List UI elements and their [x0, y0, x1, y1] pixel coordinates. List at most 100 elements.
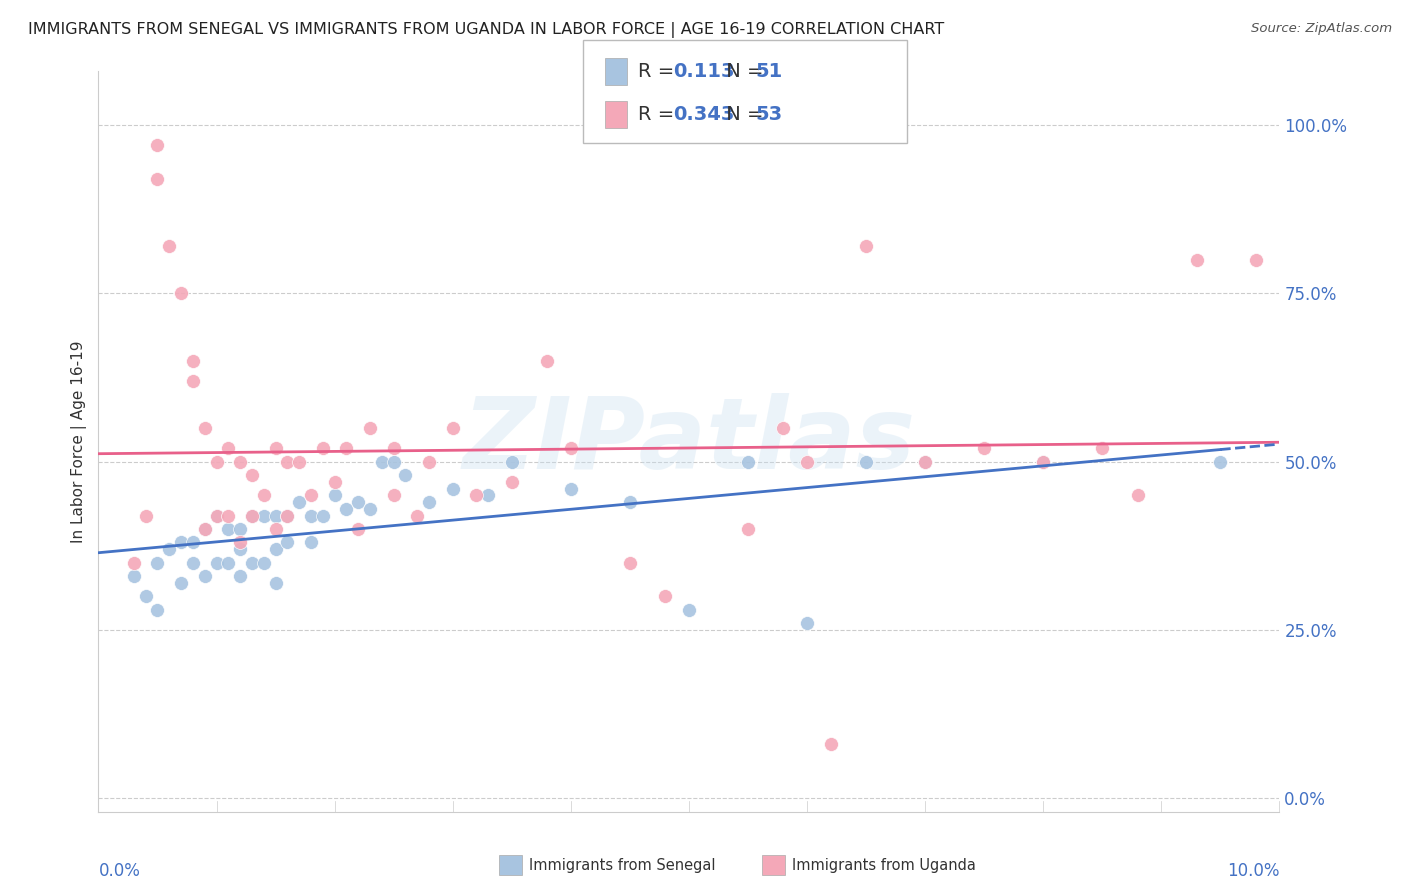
Point — [146, 138, 169, 153]
Point — [264, 575, 287, 590]
Point — [264, 542, 287, 557]
Point — [737, 455, 759, 469]
Point — [194, 421, 217, 435]
Point — [205, 455, 228, 469]
Text: 0.0%: 0.0% — [98, 863, 141, 880]
Text: Immigrants from Uganda: Immigrants from Uganda — [792, 858, 976, 872]
Point — [1209, 455, 1232, 469]
Point — [229, 535, 252, 549]
Text: N =: N = — [720, 104, 769, 124]
Text: Source: ZipAtlas.com: Source: ZipAtlas.com — [1251, 22, 1392, 36]
Point — [170, 575, 193, 590]
Point — [1185, 252, 1208, 267]
Point — [536, 353, 558, 368]
Point — [194, 522, 217, 536]
Point — [501, 455, 523, 469]
Point — [229, 569, 252, 583]
Point — [229, 455, 252, 469]
Point — [170, 286, 193, 301]
Point — [157, 239, 180, 253]
Point — [619, 556, 641, 570]
Point — [371, 455, 394, 469]
Point — [299, 535, 322, 549]
Point — [382, 442, 405, 456]
Point — [240, 556, 263, 570]
Point — [299, 488, 322, 502]
Text: 0.343: 0.343 — [673, 104, 735, 124]
Point — [253, 508, 276, 523]
Point — [382, 488, 405, 502]
Point — [146, 556, 169, 570]
Point — [477, 488, 499, 502]
Point — [359, 421, 381, 435]
Point — [240, 468, 263, 483]
Point — [288, 455, 311, 469]
Text: IMMIGRANTS FROM SENEGAL VS IMMIGRANTS FROM UGANDA IN LABOR FORCE | AGE 16-19 COR: IMMIGRANTS FROM SENEGAL VS IMMIGRANTS FR… — [28, 22, 945, 38]
Text: 0.113: 0.113 — [673, 62, 735, 81]
Point — [299, 508, 322, 523]
Point — [217, 556, 239, 570]
Point — [229, 542, 252, 557]
Text: R =: R = — [638, 104, 681, 124]
Point — [560, 482, 582, 496]
Point — [335, 501, 357, 516]
Point — [312, 508, 335, 523]
Point — [820, 738, 842, 752]
Point — [1091, 442, 1114, 456]
Point — [157, 542, 180, 557]
Point — [264, 442, 287, 456]
Point — [418, 495, 440, 509]
Point — [441, 482, 464, 496]
Point — [501, 475, 523, 489]
Point — [229, 522, 252, 536]
Point — [276, 508, 298, 523]
Point — [276, 455, 298, 469]
Point — [323, 475, 346, 489]
Point — [855, 455, 877, 469]
Point — [146, 172, 169, 186]
Point — [194, 569, 217, 583]
Point — [796, 455, 818, 469]
Point — [264, 522, 287, 536]
Text: R =: R = — [638, 62, 681, 81]
Point — [347, 495, 370, 509]
Point — [406, 508, 429, 523]
Point — [181, 556, 204, 570]
Point — [382, 455, 405, 469]
Point — [619, 495, 641, 509]
Point — [441, 421, 464, 435]
Point — [181, 535, 204, 549]
Point — [205, 508, 228, 523]
Point — [217, 522, 239, 536]
Point — [240, 508, 263, 523]
Point — [205, 508, 228, 523]
Point — [276, 508, 298, 523]
Point — [323, 488, 346, 502]
Point — [181, 374, 204, 388]
Point — [312, 442, 335, 456]
Point — [335, 442, 357, 456]
Point — [1032, 455, 1054, 469]
Point — [654, 590, 676, 604]
Point — [135, 508, 157, 523]
Y-axis label: In Labor Force | Age 16-19: In Labor Force | Age 16-19 — [72, 340, 87, 543]
Point — [122, 556, 145, 570]
Point — [465, 488, 488, 502]
Text: N =: N = — [720, 62, 769, 81]
Point — [359, 501, 381, 516]
Point — [288, 495, 311, 509]
Point — [855, 239, 877, 253]
Text: Immigrants from Senegal: Immigrants from Senegal — [529, 858, 716, 872]
Point — [205, 556, 228, 570]
Text: ZIPatlas: ZIPatlas — [463, 393, 915, 490]
Point — [146, 603, 169, 617]
Text: 51: 51 — [755, 62, 782, 81]
Text: 53: 53 — [755, 104, 782, 124]
Point — [253, 488, 276, 502]
Point — [1032, 455, 1054, 469]
Point — [914, 455, 936, 469]
Point — [135, 590, 157, 604]
Point — [170, 535, 193, 549]
Point — [560, 442, 582, 456]
Point — [240, 508, 263, 523]
